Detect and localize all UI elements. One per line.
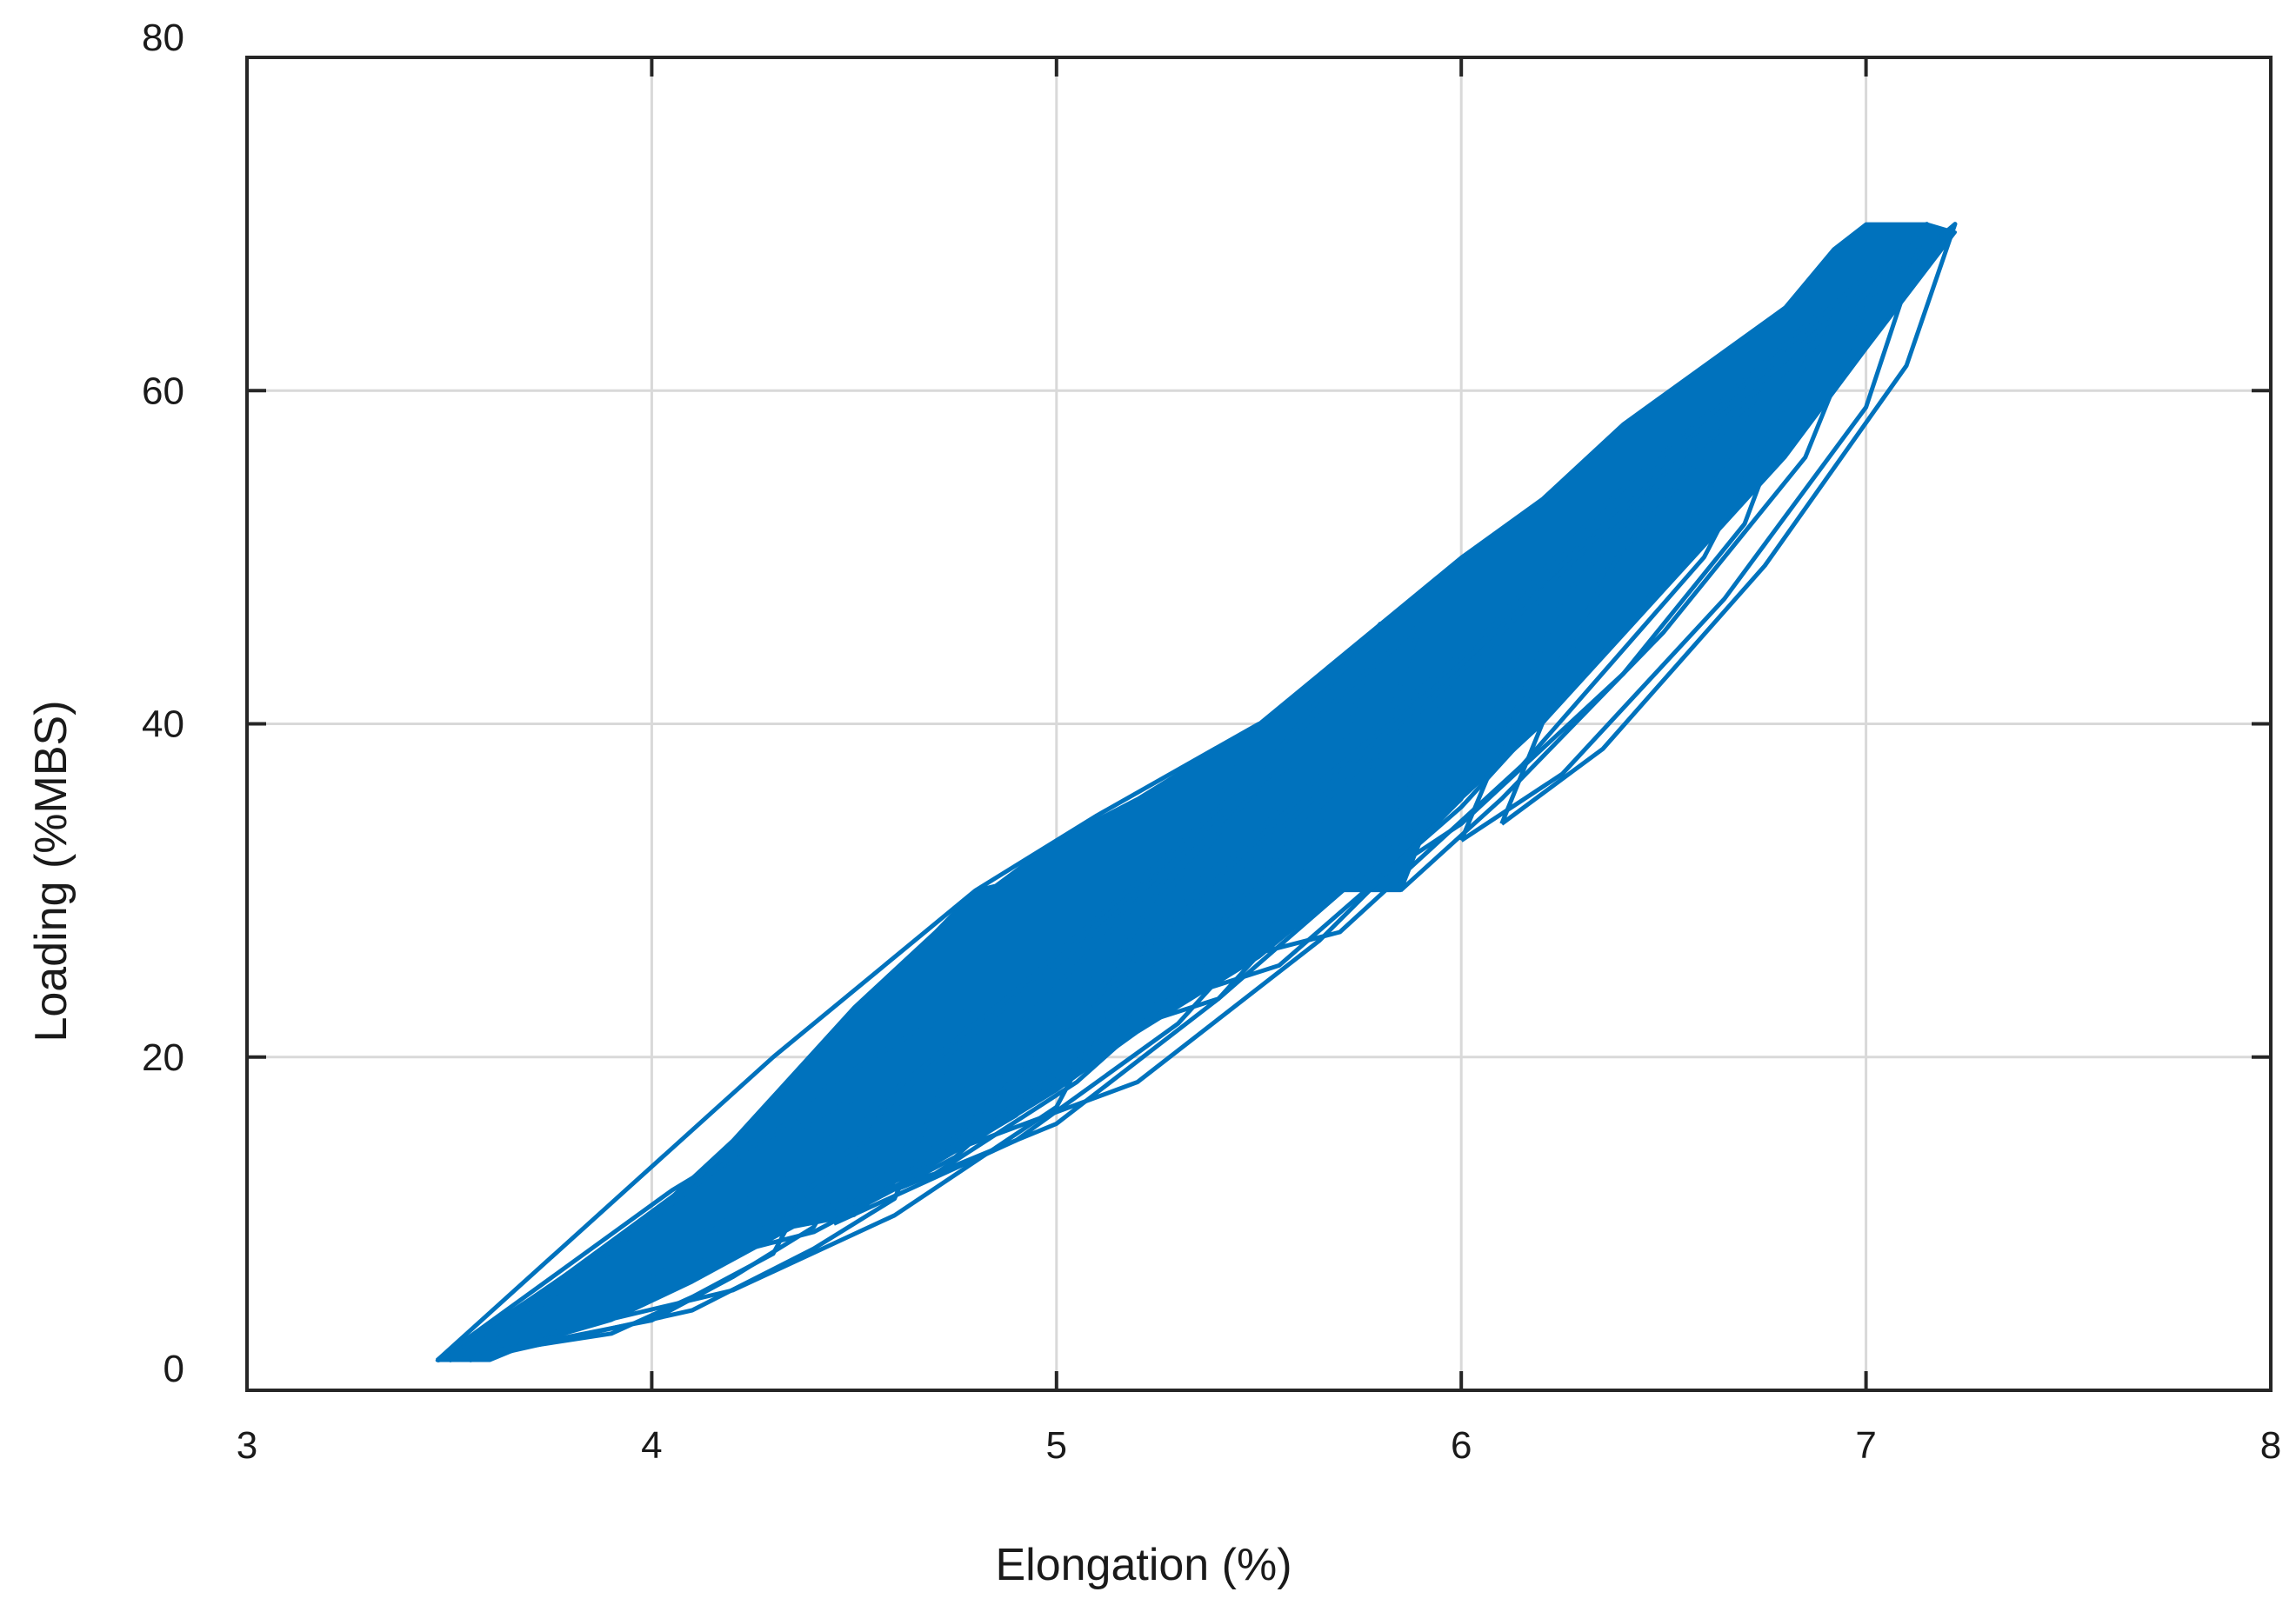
y-tick-label: 40 (142, 703, 184, 746)
hysteresis-loop (831, 622, 1383, 1226)
hysteresis-loop (892, 622, 1424, 1193)
hysteresis-loop (1176, 322, 1828, 976)
x-tick-label: 3 (237, 1424, 257, 1467)
y-tick-label: 0 (164, 1348, 184, 1390)
hysteresis-loop (1095, 388, 1767, 1026)
y-tick-label: 60 (142, 370, 184, 412)
x-tick-label: 4 (641, 1424, 662, 1467)
y-tick-label: 20 (142, 1036, 184, 1079)
hysteresis-loop (1458, 222, 1929, 843)
x-tick-label: 7 (1855, 1424, 1876, 1467)
x-tick-label: 8 (2260, 1424, 2281, 1467)
hysteresis-loop (1398, 255, 1889, 892)
hysteresis-loop (771, 755, 1302, 1226)
x-tick-label: 5 (1046, 1424, 1067, 1467)
x-tick-label: 6 (1451, 1424, 1472, 1467)
y-tick-label: 80 (142, 17, 184, 59)
plot-area (435, 222, 1958, 1362)
hysteresis-loop (436, 722, 1261, 1362)
y-axis-label: Loading (%MBS) (26, 700, 77, 1042)
hysteresis-loop (1499, 222, 1958, 826)
axes (245, 56, 2273, 1392)
x-axis-label: Elongation (%) (995, 1540, 1292, 1590)
